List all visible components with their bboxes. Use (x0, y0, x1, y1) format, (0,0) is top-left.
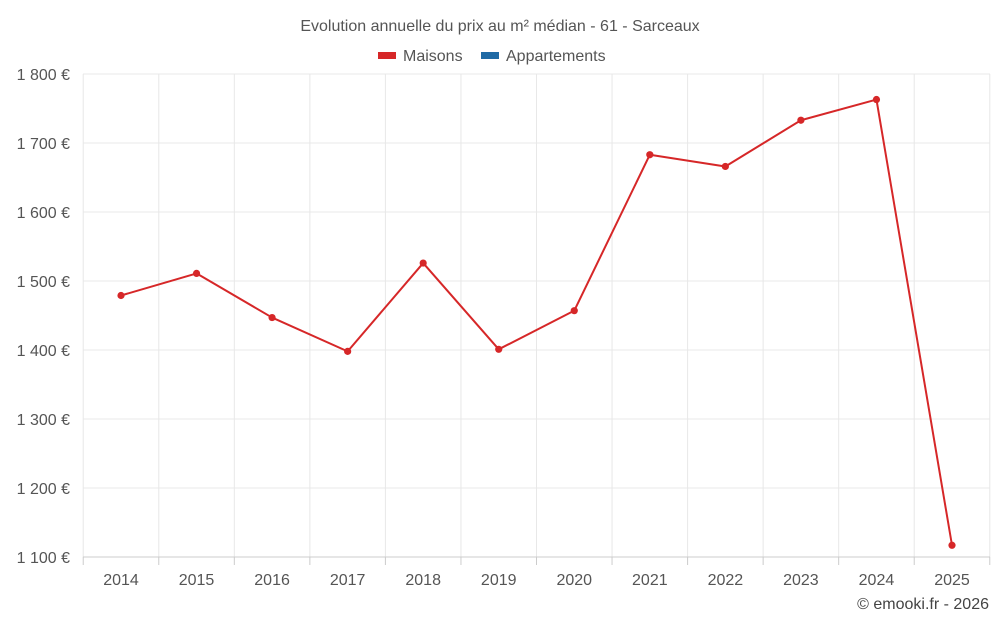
x-tick-label: 2021 (632, 572, 668, 589)
series-maisons (117, 95, 956, 549)
data-point[interactable] (872, 95, 881, 104)
y-tick-label: 1 700 € (17, 136, 70, 153)
x-tick-label: 2022 (708, 572, 744, 589)
data-point[interactable] (419, 259, 427, 267)
data-point[interactable] (344, 347, 352, 355)
legend-item-appartements[interactable]: Appartements (481, 48, 606, 65)
data-point[interactable] (192, 269, 201, 278)
legend: Maisons Appartements (378, 48, 606, 65)
x-tick-label: 2020 (556, 572, 592, 589)
data-point[interactable] (268, 313, 276, 322)
x-axis-ticks: 2014 2015 2016 2017 2018 2019 2020 2021 2022 2023… (82, 557, 991, 589)
legend-swatch-appartements (481, 52, 499, 59)
x-tick-label: 2018 (405, 572, 441, 589)
data-point[interactable] (797, 116, 805, 124)
y-tick-label: 1 500 € (17, 274, 70, 291)
y-tick-label: 1 300 € (17, 412, 70, 429)
x-tick-label: 2024 (859, 572, 895, 589)
data-point[interactable] (721, 162, 729, 171)
data-point[interactable] (117, 291, 125, 300)
x-tick-label: 2019 (481, 572, 517, 589)
legend-swatch-maisons (378, 52, 396, 59)
x-gridlines (82, 74, 991, 557)
y-tick-label: 1 800 € (17, 67, 70, 84)
y-tick-label: 1 200 € (17, 481, 70, 498)
y-tick-label: 1 100 € (17, 550, 70, 567)
legend-item-maisons[interactable]: Maisons (378, 48, 463, 65)
y-axis-ticks: 1 100 € 1 200 € 1 300 € 1 400 € 1 500 € 1 600… (17, 67, 70, 567)
x-tick-label: 2015 (179, 572, 215, 589)
data-point[interactable] (646, 151, 654, 159)
x-tick-label: 2025 (934, 572, 970, 589)
credit-text: © emooki.fr - 2026 (857, 596, 989, 613)
x-tick-label: 2017 (330, 572, 366, 589)
x-tick-label: 2023 (783, 572, 819, 589)
y-tick-label: 1 400 € (17, 343, 70, 360)
series-line (120, 98, 953, 546)
chart-title: Evolution annuelle du prix au m² médian … (300, 18, 699, 35)
y-tick-label: 1 600 € (17, 205, 70, 222)
legend-label-maisons: Maisons (403, 48, 463, 65)
x-tick-label: 2014 (103, 572, 139, 589)
data-point[interactable] (495, 345, 503, 353)
x-tick-label: 2016 (254, 572, 290, 589)
legend-label-appartements: Appartements (506, 48, 606, 65)
data-point[interactable] (570, 307, 578, 315)
data-point[interactable] (948, 541, 956, 549)
